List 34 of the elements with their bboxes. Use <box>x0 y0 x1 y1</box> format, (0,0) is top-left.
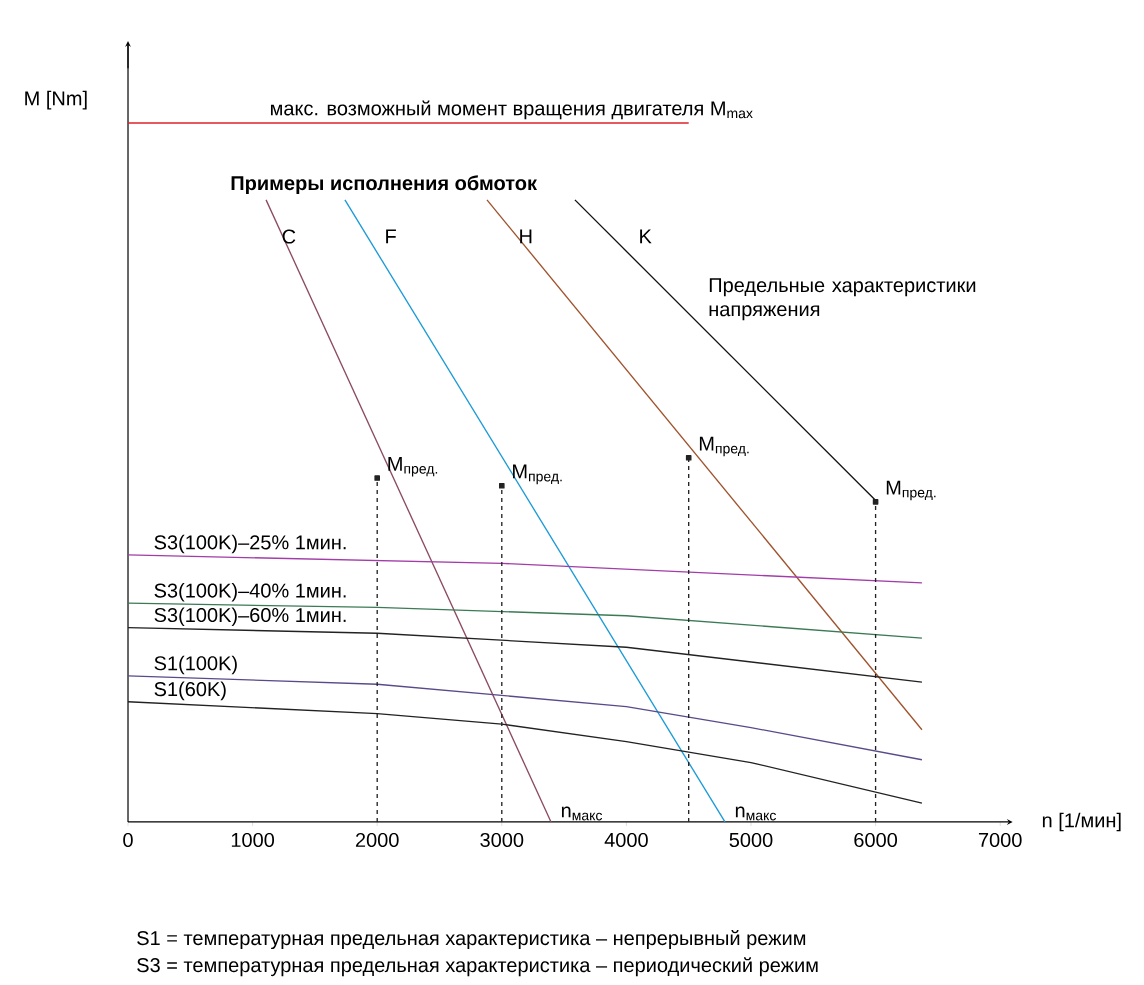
annotation: Примеры исполнения обмоток <box>231 175 538 195</box>
series-label: F <box>386 229 396 244</box>
annotation: n$_{макс}$ <box>561 806 603 821</box>
point <box>872 499 879 505</box>
series-label: H <box>520 229 532 244</box>
x-tick-label: 7000 <box>978 832 1022 848</box>
annotation: M$_{пред.}$ <box>388 456 438 477</box>
x-axis-title: n [1/мин] <box>1042 812 1121 832</box>
point <box>374 475 380 481</box>
series-label: S3(100K)–40% 1мин. <box>154 582 346 602</box>
series-label: макс. возможный момент вращения двигателя M$_{max}$ <box>270 100 753 120</box>
point <box>685 455 692 461</box>
text: S1 = температурная предельная характеристика – непрерывный режим <box>137 930 806 950</box>
point <box>498 482 505 489</box>
x-tick-label: 1000 <box>231 832 275 848</box>
series-label: S1(100K) <box>154 655 237 675</box>
x-tick-label: 4000 <box>604 832 648 848</box>
text: S3 = температурная предельная характеристика – периодический режим <box>137 957 818 977</box>
series-label: S1(60K) <box>154 681 226 701</box>
annotation: M$_{пред.}$ <box>513 464 562 485</box>
x-tick-label: 0 <box>123 832 133 848</box>
annotation: M$_{пред.}$ <box>886 480 936 501</box>
series-label: K <box>640 229 652 244</box>
x-tick-label: 2000 <box>355 832 399 848</box>
x-tick-label: 3000 <box>480 832 524 848</box>
series-label: S3(100K)–25% 1мин. <box>154 534 346 554</box>
y-axis-title: M [Nm] <box>25 90 87 110</box>
annotation: Предельные характеристики напряжения <box>709 278 976 321</box>
x-tick-label: 5000 <box>729 832 773 848</box>
annotation: n$_{макс}$ <box>735 806 776 821</box>
series-label: S3(100K)–60% 1мин. <box>154 607 346 627</box>
series-label: C <box>282 229 296 244</box>
annotation: M$_{пред.}$ <box>699 436 749 457</box>
x-tick-label: 6000 <box>854 832 898 848</box>
